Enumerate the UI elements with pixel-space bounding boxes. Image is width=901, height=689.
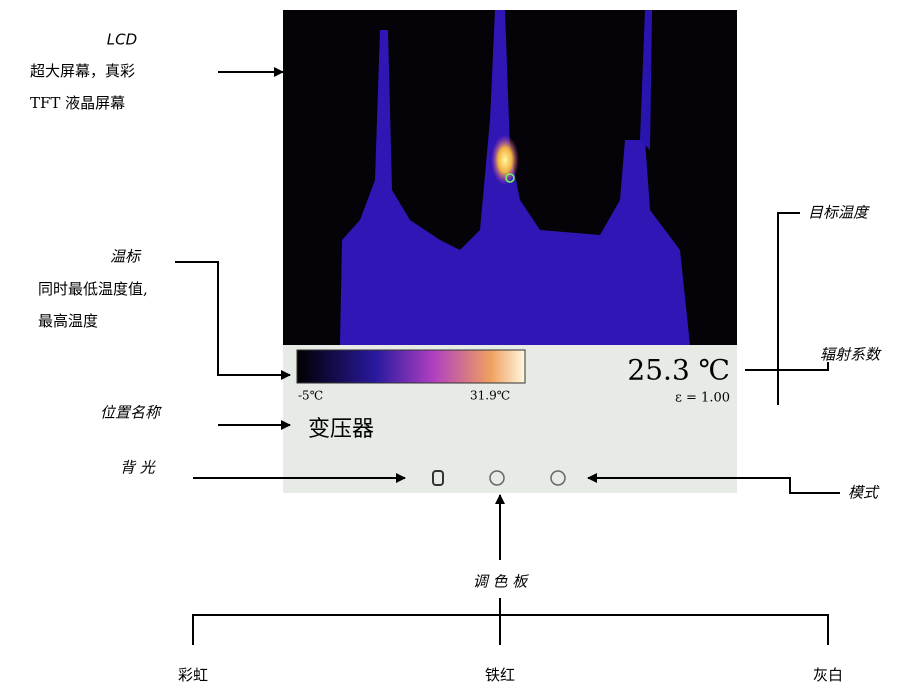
emissivity-value: ε = 1.00	[675, 391, 730, 406]
min-temp: -5℃	[298, 389, 323, 403]
leader-line	[745, 362, 829, 371]
lcd-line: TFT 液晶屏幕	[30, 94, 125, 112]
location-name: 变压器	[308, 417, 374, 442]
backlight-title: 背 光	[120, 459, 156, 477]
arrow	[587, 473, 840, 494]
target-temp-value: 25.3 ℃	[627, 354, 730, 387]
palette-title: 调 色 板	[473, 573, 530, 591]
lcd-line: 超大屏幕，真彩	[30, 62, 135, 80]
palette-option: 彩虹	[178, 666, 208, 684]
color-scale	[296, 349, 526, 384]
mode-icon	[550, 470, 566, 486]
palette-option: 铁红	[485, 666, 515, 684]
scale-line: 同时最低温度值,	[38, 280, 148, 298]
mode-title: 模式	[848, 484, 880, 502]
bracket	[192, 598, 829, 645]
lcd-title: LCD	[107, 31, 137, 49]
emissivity-title: 辐射系数	[820, 346, 882, 364]
scale-title: 温标	[110, 248, 142, 266]
location-title: 位置名称	[100, 404, 162, 422]
thermal-image	[283, 10, 737, 345]
target-temp-title: 目标温度	[808, 204, 870, 222]
palette-icon	[489, 470, 505, 486]
arrow	[175, 261, 291, 380]
max-temp: 31.9℃	[470, 389, 510, 403]
scale-line: 最高温度	[38, 312, 98, 330]
backlight-icon	[432, 470, 444, 486]
palette-option: 灰白	[813, 666, 843, 684]
leader-line	[745, 212, 800, 405]
